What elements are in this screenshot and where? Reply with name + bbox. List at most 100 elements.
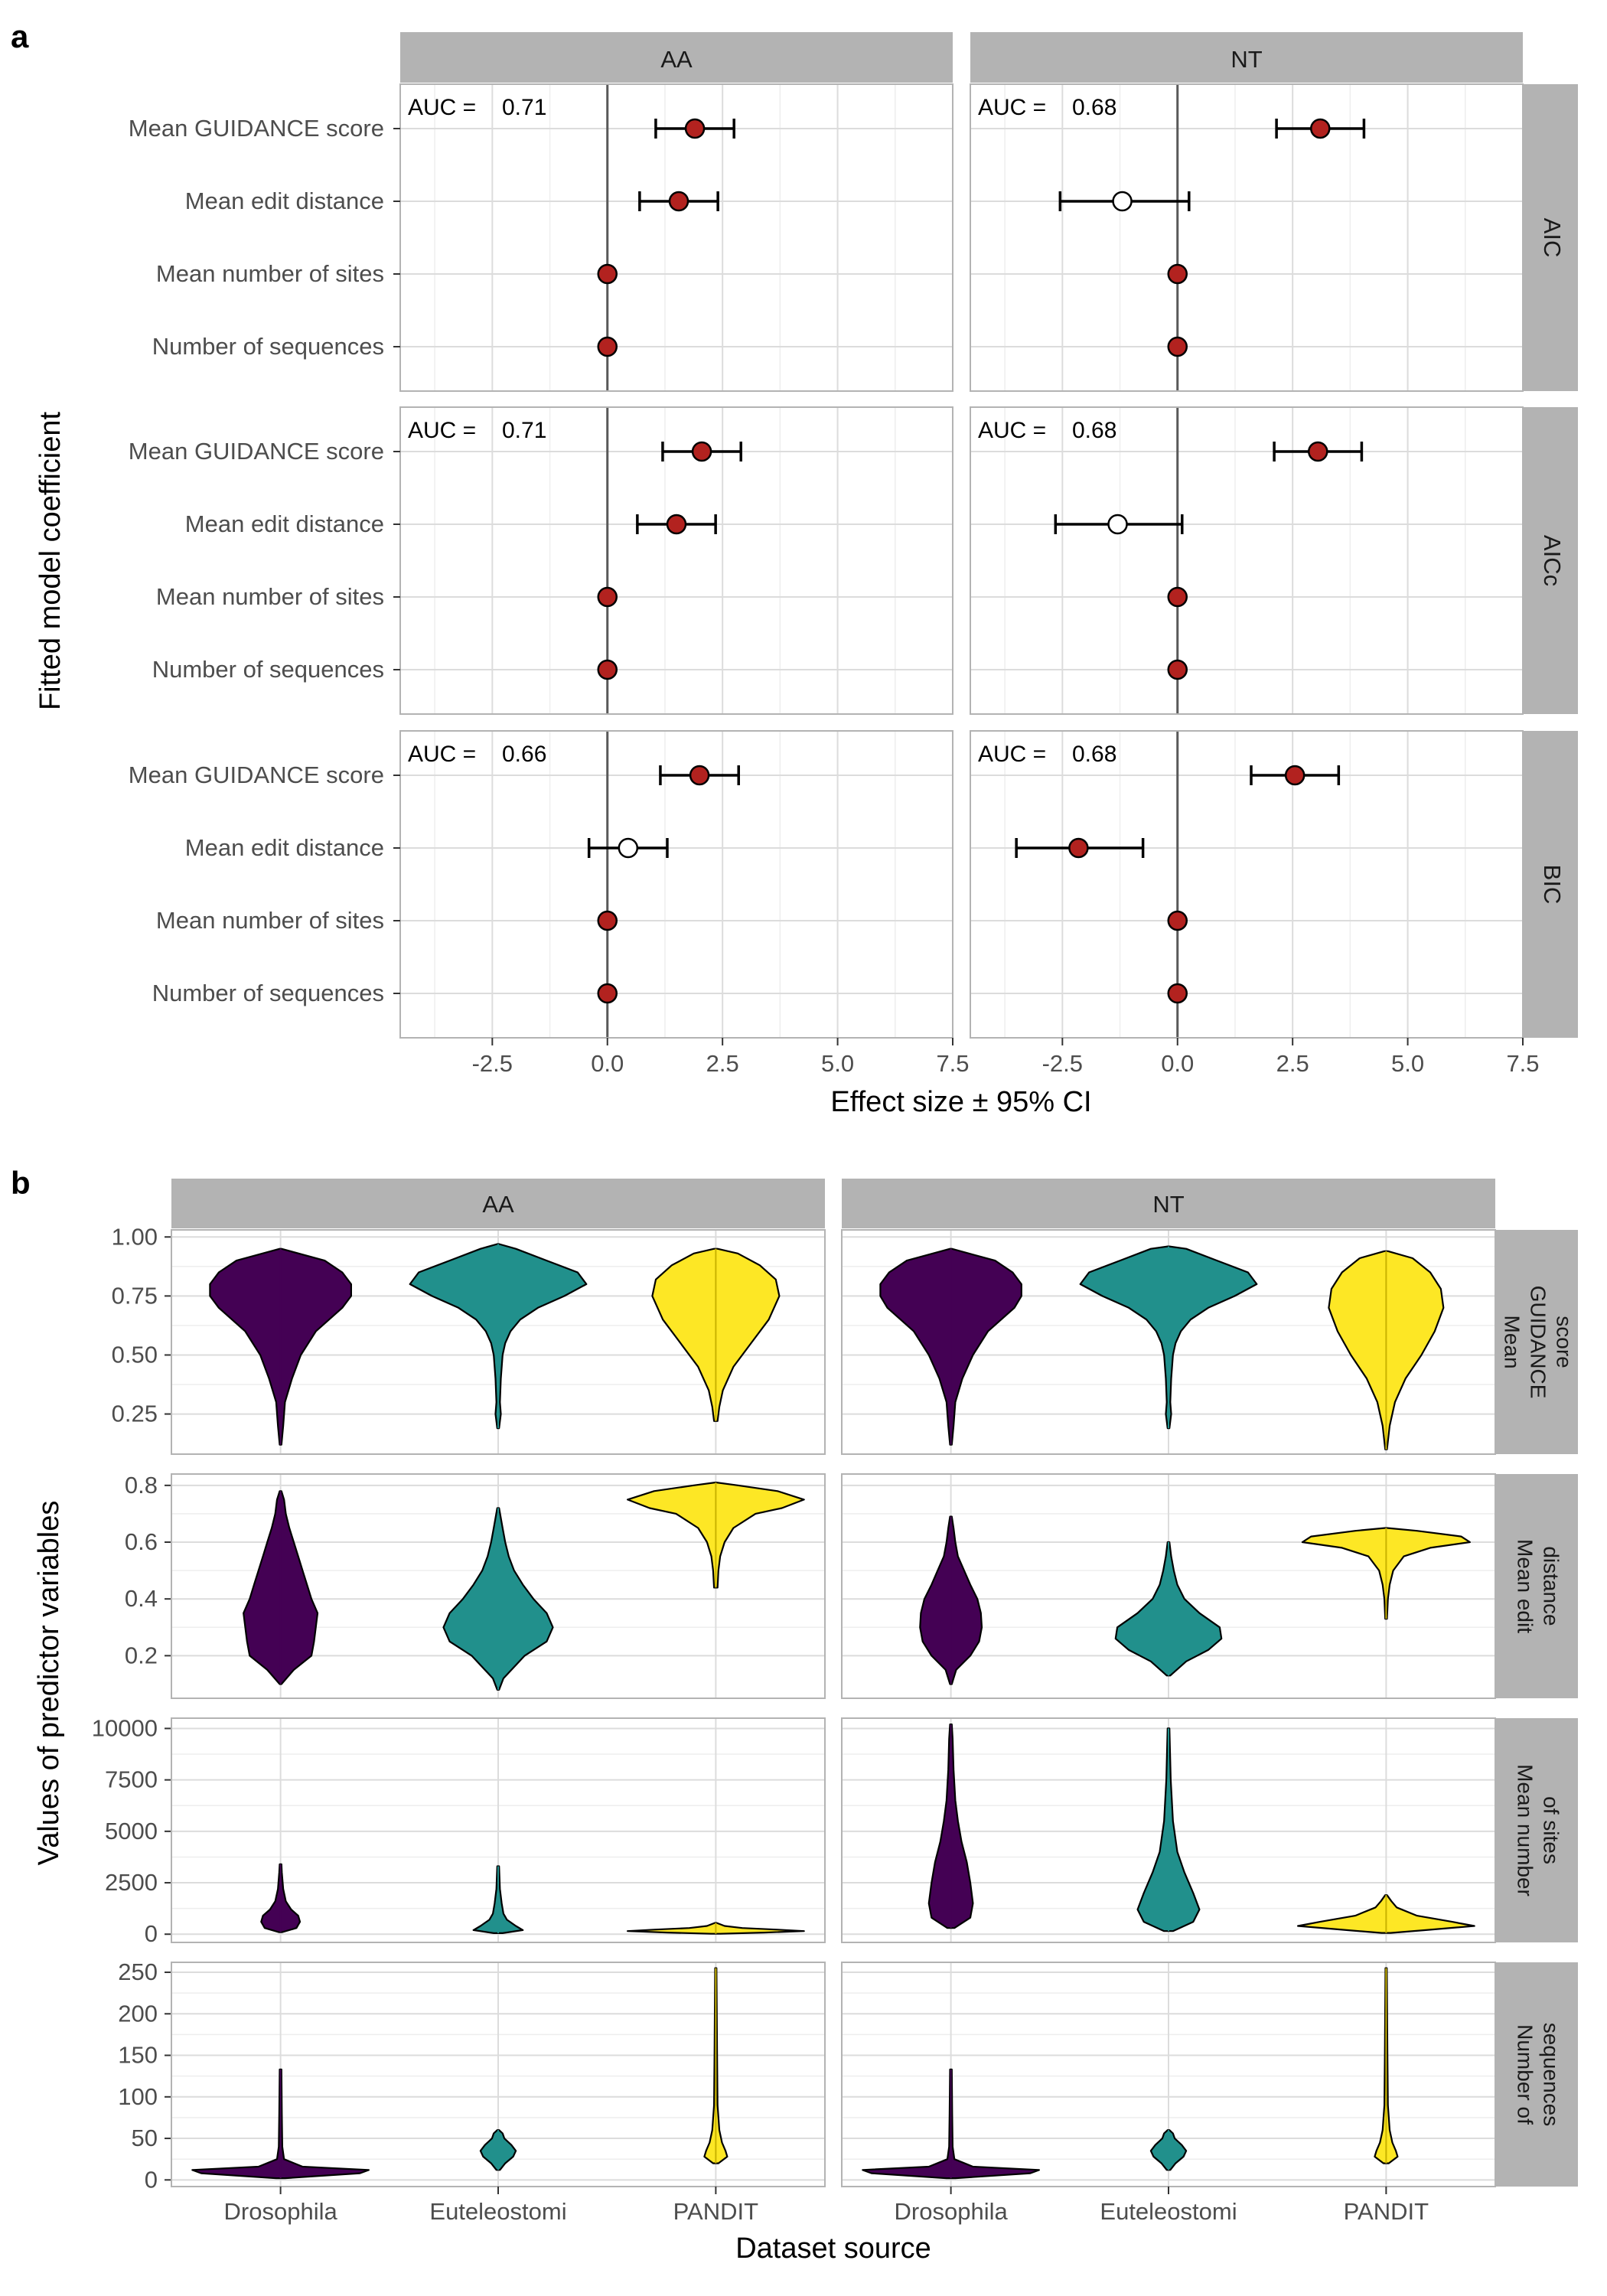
estimate-point xyxy=(689,765,710,786)
x-tick-label: PANDIT xyxy=(673,2198,758,2225)
facet-strip-nt xyxy=(970,32,1523,83)
estimate-point xyxy=(597,910,618,931)
row-strip-label: score xyxy=(1553,1316,1576,1368)
estimate-point xyxy=(666,514,687,535)
estimate-point xyxy=(1167,659,1188,680)
x-tick-label: 2.5 xyxy=(1276,1050,1309,1077)
auc-value: 0.68 xyxy=(1072,418,1116,443)
y-axis-title: Fitted model coefficient xyxy=(34,412,67,710)
x-tick-label: 7.5 xyxy=(1506,1050,1539,1077)
estimate-point xyxy=(1112,191,1133,212)
panel-border xyxy=(970,406,1524,715)
y-axis-title: Values of predictor variables xyxy=(33,1501,65,1866)
estimate-point xyxy=(1167,263,1188,285)
facet-strip-aa xyxy=(400,32,953,83)
estimate-point xyxy=(1068,837,1089,859)
row-strip-label: Mean number xyxy=(1514,1764,1537,1896)
facet-strip-aa xyxy=(171,1179,825,1228)
violin-facet-aa-row-2 xyxy=(171,1717,826,1943)
violin-facet-aa-row-0 xyxy=(171,1229,826,1455)
estimate-point xyxy=(1167,336,1188,357)
auc-label: AUC = xyxy=(978,742,1046,767)
estimate-point xyxy=(1310,118,1331,139)
panel-border xyxy=(841,1473,1496,1699)
panel-border xyxy=(841,1229,1496,1455)
x-tick-label: Drosophila xyxy=(895,2198,1009,2225)
row-strip xyxy=(1495,1230,1578,1454)
coefficient-label: Mean GUIDANCE score xyxy=(129,438,384,465)
violin-facet-nt-row-2 xyxy=(841,1717,1496,1943)
row-strip-label: Mean xyxy=(1501,1315,1524,1368)
coefficient-label: Number of sequences xyxy=(152,980,384,1006)
y-tick-label: 0.4 xyxy=(125,1585,158,1612)
panel-border xyxy=(399,730,953,1039)
facet-strip-label: NT xyxy=(1231,46,1262,73)
auc-label: AUC = xyxy=(978,418,1046,443)
auc-label: AUC = xyxy=(978,95,1046,120)
x-tick-label: Euteleostomi xyxy=(1100,2198,1237,2225)
row-strip-bic xyxy=(1523,731,1578,1038)
estimate-point xyxy=(1107,514,1128,535)
estimate-point xyxy=(1284,765,1305,786)
y-tick-label: 5000 xyxy=(105,1818,158,1844)
row-strip-label: BIC xyxy=(1539,865,1566,905)
x-axis-title: Dataset source xyxy=(735,2232,931,2265)
coefficient-label: Mean edit distance xyxy=(185,188,384,214)
x-tick-label: 5.0 xyxy=(1391,1050,1424,1077)
forest-facet-aicc-aa: AUC = 0.71 xyxy=(399,406,953,715)
forest-facet-aic-nt: AUC = 0.68 xyxy=(970,83,1524,392)
coefficient-label: Number of sequences xyxy=(152,656,384,683)
y-tick-label: 50 xyxy=(132,2125,158,2151)
y-tick-label: 200 xyxy=(118,2000,158,2027)
row-strip-label: AICc xyxy=(1539,535,1566,586)
x-tick-label: -2.5 xyxy=(1042,1050,1083,1077)
panel-border xyxy=(171,1473,826,1699)
coefficient-label: Mean GUIDANCE score xyxy=(129,762,384,788)
estimate-point xyxy=(684,118,706,139)
facet-strip-label: AA xyxy=(660,46,693,73)
panel-background xyxy=(400,407,953,714)
estimate-point xyxy=(1167,983,1188,1004)
panel-border xyxy=(970,730,1524,1039)
forest-facet-bic-aa: AUC = 0.66 xyxy=(399,730,953,1039)
estimate-point xyxy=(1308,441,1328,462)
row-strip-aic xyxy=(1523,84,1578,391)
x-tick-label: 0.0 xyxy=(591,1050,624,1077)
row-strip-label: of sites xyxy=(1540,1796,1563,1864)
y-tick-label: 0.2 xyxy=(125,1642,158,1668)
auc-value: 0.71 xyxy=(502,418,546,443)
row-strip xyxy=(1495,1474,1578,1698)
row-strip-label: sequences xyxy=(1540,2023,1563,2126)
coefficient-label: Mean number of sites xyxy=(156,260,384,287)
row-strip-label: distance xyxy=(1540,1546,1563,1626)
y-tick-label: 0 xyxy=(145,1920,158,1947)
estimate-point xyxy=(597,983,618,1004)
panel-background xyxy=(970,84,1523,391)
panel-label-b: b xyxy=(11,1165,31,1201)
auc-label: AUC = xyxy=(408,95,476,120)
panel-background xyxy=(400,731,953,1038)
y-tick-label: 0.25 xyxy=(112,1401,158,1427)
y-tick-label: 0.50 xyxy=(112,1341,158,1368)
y-tick-label: 2500 xyxy=(105,1869,158,1896)
panel-border xyxy=(841,1717,1496,1943)
estimate-point xyxy=(691,441,712,462)
row-strip-label: Number of xyxy=(1514,2024,1537,2125)
y-tick-label: 150 xyxy=(118,2042,158,2069)
facet-strip-label: NT xyxy=(1152,1191,1184,1218)
row-strip-aicc xyxy=(1523,407,1578,714)
facet-strip-label: AA xyxy=(482,1191,514,1218)
coefficient-label: Mean edit distance xyxy=(185,834,384,861)
panel-border xyxy=(399,406,953,715)
x-tick-label: Euteleostomi xyxy=(429,2198,566,2225)
panel-label-a: a xyxy=(11,18,29,54)
row-strip xyxy=(1495,1718,1578,1942)
auc-value: 0.68 xyxy=(1072,742,1116,767)
facet-strip-nt xyxy=(842,1179,1495,1228)
estimate-point xyxy=(1167,586,1188,608)
forest-facet-aicc-nt: AUC = 0.68 xyxy=(970,406,1524,715)
coefficient-label: Mean number of sites xyxy=(156,583,384,610)
y-tick-label: 0.6 xyxy=(125,1528,158,1555)
coefficient-label: Number of sequences xyxy=(152,333,384,360)
violin-facet-aa-row-3 xyxy=(171,1962,826,2187)
